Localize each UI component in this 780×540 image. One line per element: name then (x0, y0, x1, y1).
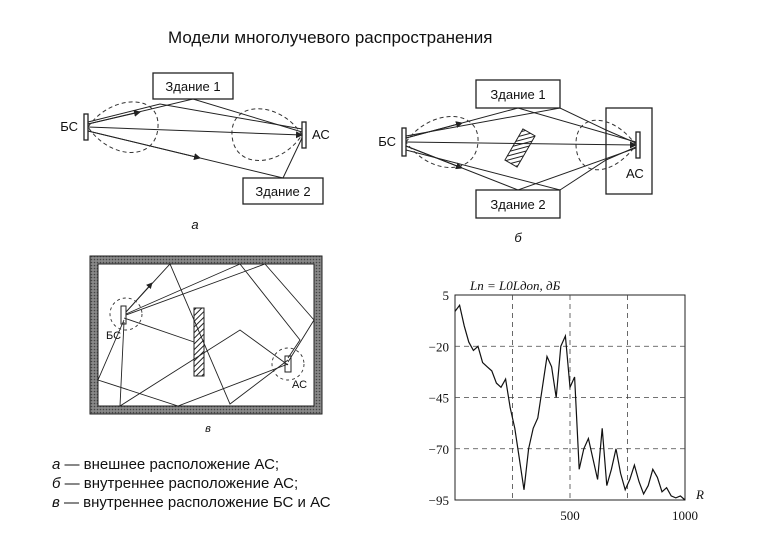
bs-label-a: БС (60, 119, 78, 134)
building2-box-a (242, 177, 324, 205)
bs-antenna-b (401, 127, 407, 157)
caption-b: б (514, 230, 522, 245)
lobes-c (109, 297, 305, 381)
y-tick-label: −70 (429, 442, 449, 457)
building1-box-b (475, 79, 561, 109)
partition-wall (193, 307, 205, 377)
building1-box-a (152, 72, 234, 100)
legend: а — внешнее расположение АС; б — внутрен… (52, 455, 331, 512)
chart-title: Lп = L0Lдоп, дБ (469, 278, 561, 293)
lobes-b (405, 116, 637, 171)
rays-b (405, 107, 637, 191)
x-tick-label: 500 (560, 508, 580, 523)
caption-a: а (191, 217, 198, 232)
building1-label-b: Здание 1 (490, 87, 545, 102)
loss-chart: 5 −20 −45 −70 −95 500 1000 Lп = L0Lдоп, дБ R (429, 278, 704, 523)
building2-box-b (475, 189, 561, 219)
legend-text: — внутреннее расположение БС и АС (59, 494, 331, 511)
legend-item: в — внутреннее расположение БС и АС (52, 493, 331, 512)
as-antenna-a (301, 121, 307, 149)
as-antenna-b (635, 131, 641, 159)
as-label-b: АС (626, 166, 644, 181)
bs-antenna-a (83, 113, 89, 141)
y-tick-label: −95 (429, 493, 449, 508)
as-label-a: АС (312, 127, 330, 142)
obstacle-b (504, 128, 536, 168)
room-interior (97, 263, 315, 407)
x-axis-label: R (695, 487, 704, 502)
legend-text: — внутреннее расположение АС; (60, 475, 299, 492)
caption-c: в (205, 423, 211, 435)
x-tick-label: 1000 (672, 508, 698, 523)
legend-key: б (52, 475, 61, 492)
y-tick-label: −45 (429, 391, 449, 406)
diagram-c: БС АС в (89, 255, 323, 435)
bs-label-c: БС (106, 330, 121, 342)
legend-item: а — внешнее расположение АС; (52, 455, 331, 474)
series-line (454, 303, 686, 501)
diagram-b: Здание 1 Здание 2 БС АС б (378, 79, 653, 245)
building2-label-a: Здание 2 (255, 184, 310, 199)
bs-label-b: БС (378, 134, 396, 149)
rays-a (87, 98, 303, 179)
diagram-a: Здание 1 Здание 2 БС АС а (60, 72, 330, 232)
x-tick-labels: 500 1000 (560, 508, 698, 523)
y-tick-label: −20 (429, 339, 449, 354)
y-tick-labels: 5 −20 −45 −70 −95 (429, 288, 449, 508)
legend-item: б — внутреннее расположение АС; (52, 474, 331, 493)
y-tick-label: 5 (443, 288, 450, 303)
lobes-a (87, 101, 303, 161)
building1-label-a: Здание 1 (165, 79, 220, 94)
as-room-b (605, 107, 653, 195)
legend-text: — внешнее расположение АС; (60, 456, 280, 473)
as-label-c: АС (292, 379, 307, 391)
legend-key: в (52, 494, 60, 511)
grid-lines (455, 295, 685, 500)
building2-label-b: Здание 2 (490, 197, 545, 212)
legend-key: а (52, 456, 61, 473)
page-title: Модели многолучевого распространения (168, 28, 493, 47)
